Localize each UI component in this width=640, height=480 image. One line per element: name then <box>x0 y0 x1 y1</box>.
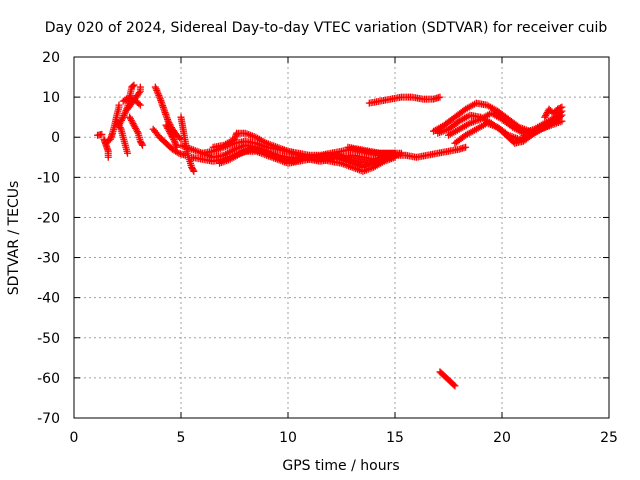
plot-frame <box>73 56 610 419</box>
data-point <box>136 101 144 109</box>
data-point <box>151 83 159 91</box>
data-point <box>190 167 198 175</box>
data-points <box>94 81 566 390</box>
data-point <box>138 140 146 148</box>
data-point <box>138 141 146 149</box>
y-tick-label: -40 <box>37 291 60 307</box>
y-tick-label: -20 <box>37 210 60 226</box>
data-point <box>189 166 197 174</box>
data-point <box>133 128 141 136</box>
data-point <box>436 93 444 101</box>
y-axis-label: SDTVAR / TECUs <box>6 181 22 296</box>
data-point <box>104 153 112 161</box>
data-point <box>462 143 470 151</box>
chart-title: Day 020 of 2024, Sidereal Day-to-day VTE… <box>45 20 608 36</box>
data-point <box>152 85 160 93</box>
data-point <box>176 134 184 142</box>
x-tick-label: 25 <box>600 430 618 446</box>
data-point <box>136 83 144 91</box>
y-tick-label: -30 <box>37 251 60 267</box>
x-tick-label: 10 <box>279 430 297 446</box>
grid-lines <box>74 57 609 418</box>
y-tick-label: 0 <box>51 130 60 146</box>
data-point <box>556 104 564 112</box>
x-tick-label: 0 <box>70 430 79 446</box>
y-tick-label: -10 <box>37 170 60 186</box>
x-tick-label: 5 <box>177 430 186 446</box>
data-point <box>153 88 161 96</box>
x-tick-label: 20 <box>493 430 511 446</box>
data-point <box>170 136 178 144</box>
data-point <box>118 115 126 123</box>
data-point <box>115 101 123 109</box>
data-point <box>121 110 129 118</box>
data-point <box>558 103 566 111</box>
data-point <box>135 89 143 97</box>
y-tick-label: -70 <box>37 411 60 427</box>
data-point <box>124 149 131 157</box>
data-point <box>155 91 163 99</box>
data-point <box>130 81 138 89</box>
y-tick-label: 20 <box>42 50 60 66</box>
data-point <box>173 143 181 151</box>
data-point <box>558 117 566 125</box>
y-tick-label: 10 <box>42 90 60 106</box>
data-point <box>98 130 106 138</box>
y-tick-label: -60 <box>37 371 60 387</box>
data-point <box>153 86 161 94</box>
axis-ticks: 0 5 10 15 20 25 20 10 0 -10 -20 -30 -40 -50 -60 -70 <box>37 50 618 446</box>
data-point <box>451 382 459 390</box>
y-tick-label: -50 <box>37 331 60 347</box>
x-tick-label: 15 <box>386 430 404 446</box>
data-point <box>119 113 127 121</box>
data-point <box>450 381 458 389</box>
x-axis-label: GPS time / hours <box>282 458 399 474</box>
data-point <box>120 111 128 119</box>
data-point <box>135 100 143 108</box>
data-point <box>154 90 162 98</box>
data-point <box>129 82 137 90</box>
